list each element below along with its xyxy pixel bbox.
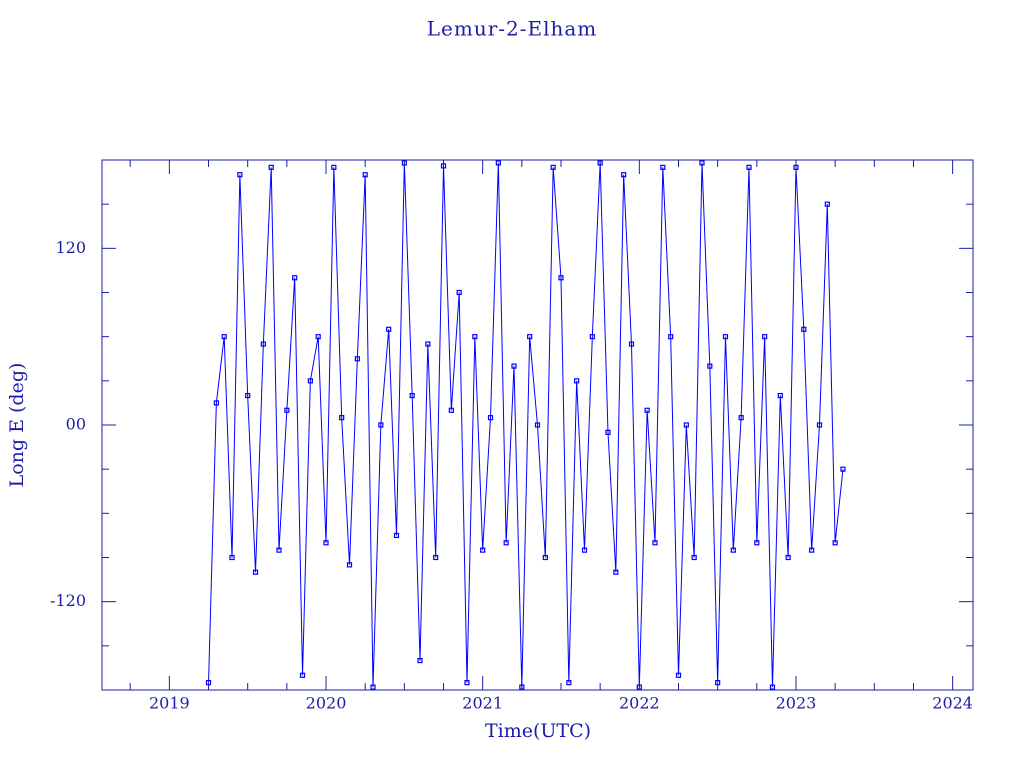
data-point (370, 684, 376, 690)
data-point (276, 547, 282, 553)
data-point (252, 569, 259, 575)
data-point (213, 400, 219, 406)
data-point (777, 392, 783, 399)
data-point (660, 164, 666, 170)
data-point (268, 164, 274, 170)
data-point (464, 680, 470, 686)
y-axis-label: Long E (deg) (6, 363, 28, 488)
y-tick-label: 00 (66, 415, 86, 434)
y-tick-label: 120 (55, 238, 86, 257)
data-point (472, 334, 478, 340)
x-tick-label: 2019 (149, 694, 190, 713)
data-point (534, 422, 541, 428)
data-point (668, 334, 674, 340)
x-tick-label: 2022 (619, 694, 660, 713)
x-tick-label: 2024 (932, 694, 973, 713)
data-point (323, 540, 329, 546)
data-point (816, 422, 823, 428)
data-point (386, 326, 392, 332)
data-point (675, 672, 682, 678)
data-point (456, 289, 462, 296)
x-tick-label: 2021 (462, 694, 503, 713)
data-point (628, 341, 635, 347)
data-point (229, 554, 235, 561)
data-point (487, 415, 494, 421)
data-point (315, 334, 321, 340)
data-point (809, 547, 815, 553)
x-axis-label: Time(UTC) (485, 720, 591, 742)
data-point (292, 275, 298, 281)
data-point (260, 341, 266, 347)
data-point (417, 657, 423, 664)
data-point (558, 275, 564, 281)
data-point (832, 540, 838, 546)
data-point (511, 363, 517, 369)
chart-title: Lemur-2-Elham (427, 17, 598, 41)
data-point (527, 334, 533, 340)
data-point (566, 680, 572, 686)
data-point (542, 554, 548, 561)
data-point (644, 407, 650, 413)
data-point (762, 334, 768, 340)
data-point (683, 422, 689, 428)
data-point (245, 392, 251, 399)
data-point (746, 164, 752, 170)
x-tick-label: 2020 (306, 694, 347, 713)
data-point (769, 684, 776, 690)
data-point (448, 407, 454, 413)
data-point (425, 341, 431, 347)
data-point (801, 326, 807, 332)
data-point (346, 562, 353, 568)
data-point (574, 378, 580, 384)
data-point (339, 415, 345, 421)
data-point (284, 407, 290, 413)
y-tick-label: -120 (50, 591, 86, 610)
data-point (221, 334, 227, 340)
data-point (550, 164, 556, 170)
data-point (840, 466, 846, 472)
data-point (581, 547, 588, 553)
data-point (362, 172, 368, 178)
data-point (785, 554, 791, 561)
data-point (503, 540, 509, 546)
data-point (378, 422, 384, 428)
data-point (652, 540, 658, 546)
data-point (730, 547, 736, 553)
data-point (824, 201, 830, 207)
data-point (691, 554, 697, 561)
data-point (495, 160, 501, 166)
data-point (738, 415, 744, 421)
data-point (307, 378, 313, 384)
data-point (621, 172, 627, 178)
data-line (208, 162, 844, 688)
data-point (613, 569, 619, 575)
data-point (393, 532, 400, 539)
data-point (605, 429, 611, 435)
data-point (433, 554, 439, 561)
data-point (354, 356, 360, 362)
data-point (331, 164, 337, 170)
data-point (707, 363, 713, 369)
data-point (409, 392, 415, 399)
data-point (589, 334, 595, 340)
data-point (237, 172, 243, 178)
x-tick-label: 2023 (776, 694, 817, 713)
data-point (722, 334, 729, 340)
data-point (480, 547, 486, 553)
data-point (754, 540, 760, 546)
data-point (299, 672, 306, 678)
data-point (699, 160, 705, 166)
